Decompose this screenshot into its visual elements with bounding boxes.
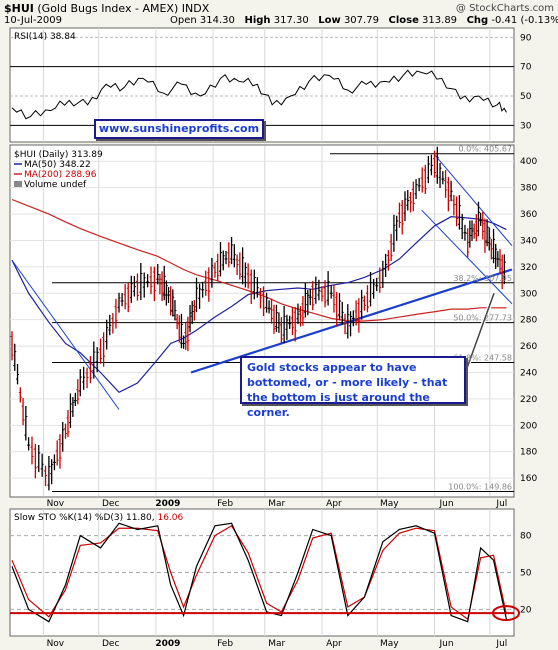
x-tick-label: Nov	[47, 639, 65, 649]
volume-legend: Volume undef	[24, 180, 87, 190]
ma50-legend: MA(50) 348.22	[24, 160, 91, 170]
price-tick-label: 160	[520, 474, 537, 484]
x-tick-label: Mar	[268, 499, 285, 509]
price-tick-label: 220	[520, 395, 537, 405]
decline-trendline	[11, 259, 120, 410]
sto-legend: Slow STO %K(14) %D(3) 11.80, 16.06	[14, 513, 184, 523]
symbol: $HUI	[4, 2, 34, 15]
ohlc-readout: Open 314.30 High 317.30 Low 307.79 Close…	[170, 15, 558, 26]
sto-k-line	[11, 522, 508, 623]
rsi-legend: RSI(14) 38.84	[14, 32, 76, 42]
exchange: INDX	[181, 2, 210, 15]
x-tick-label: Jul	[495, 639, 507, 649]
x-tick-label: Apr	[326, 499, 342, 509]
x-tick-label: Jun	[438, 499, 453, 509]
price-tick-label: 180	[520, 448, 537, 458]
chart-date: 10-Jul-2009	[4, 15, 63, 26]
chart-title: $HUI (Gold Bugs Index - AMEX) INDX	[4, 2, 209, 15]
fibonacci-label: 61.8%: 247.58	[453, 353, 512, 362]
highlight-circle	[492, 605, 520, 622]
x-tick-label: Mar	[268, 639, 285, 649]
high-value: 317.30	[273, 15, 309, 26]
rsi-tick-label: 90	[520, 33, 532, 43]
price-tick-label: 400	[520, 157, 537, 167]
price-tick-label: 260	[520, 342, 537, 352]
fibonacci-label: 38.2%: 307.95	[453, 274, 512, 283]
x-tick-label: Feb	[217, 639, 233, 649]
open-value: 314.30	[199, 15, 235, 26]
annotation-box: Gold stocks appear to have bottomed, or …	[240, 356, 466, 419]
website-url-box: www.sunshineprofits.com	[94, 119, 264, 139]
ma50-line	[11, 216, 507, 394]
price-tick-label: 340	[520, 236, 537, 246]
x-tick-label: Jul	[495, 499, 507, 509]
close-value: 313.89	[422, 15, 458, 26]
volume-legend-swatch	[14, 181, 22, 187]
sto-tick-label: 50	[520, 569, 532, 579]
price-legend-main: $HUI (Daily) 313.89	[14, 150, 103, 160]
channel-top-line	[434, 154, 513, 247]
x-tick-label: Jun	[438, 639, 453, 649]
support-trendline	[190, 268, 513, 374]
sto-tick-label: 20	[520, 605, 532, 615]
low-value: 307.79	[343, 15, 379, 26]
x-tick-label: Dec	[102, 499, 119, 509]
sto-tick-label: 80	[520, 532, 532, 542]
index-name: (Gold Bugs Index - AMEX)	[37, 2, 179, 15]
fibonacci-label: 0.0%: 405.67	[458, 145, 512, 154]
x-tick-label: 2009	[155, 499, 180, 509]
price-tick-label: 280	[520, 316, 537, 326]
sto-d-value: 16.06	[157, 513, 183, 523]
price-tick-label: 380	[520, 184, 537, 194]
change-value: -0.41 (-0.13%)	[491, 15, 558, 26]
price-panel	[9, 144, 515, 498]
sto-d-line	[11, 524, 508, 621]
rsi-tick-label: 70	[520, 63, 532, 73]
copyright: @ StockCharts.com	[455, 3, 554, 14]
price-tick-label: 360	[520, 210, 537, 220]
x-tick-label: Feb	[217, 499, 233, 509]
x-tick-label: 2009	[155, 639, 180, 649]
price-tick-label: 240	[520, 369, 537, 379]
x-tick-label: May	[380, 639, 399, 649]
price-tick-label: 300	[520, 289, 537, 299]
x-tick-label: May	[380, 499, 399, 509]
channel-bottom-line	[421, 209, 513, 305]
x-tick-label: Dec	[102, 639, 119, 649]
fibonacci-label: 100.0%: 149.86	[448, 483, 512, 492]
rsi-line	[11, 69, 507, 120]
x-tick-label: Apr	[326, 639, 342, 649]
fibonacci-label: 50.0%: 277.73	[453, 314, 512, 323]
rsi-tick-label: 50	[520, 92, 532, 102]
rsi-tick-label: 30	[520, 121, 532, 131]
price-tick-label: 200	[520, 421, 537, 431]
x-tick-label: Nov	[47, 499, 65, 509]
ma200-legend: MA(200) 288.96	[24, 170, 97, 180]
price-tick-label: 320	[520, 263, 537, 273]
